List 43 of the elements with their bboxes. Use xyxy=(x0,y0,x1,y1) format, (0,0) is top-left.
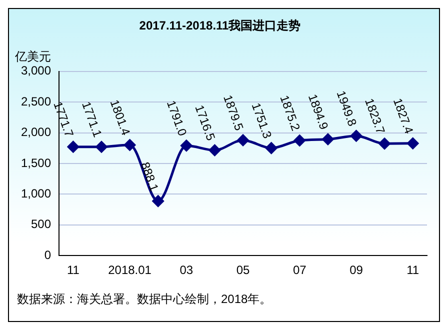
text: 1751.3 xyxy=(248,100,275,140)
text: 1875.2 xyxy=(277,93,303,133)
point xyxy=(208,144,220,156)
point xyxy=(378,138,390,150)
x-tick-label: 03 xyxy=(180,263,194,278)
chart-title: 2017.11-2018.11我国进口走势 xyxy=(139,18,301,33)
text: 1879.5 xyxy=(220,93,246,132)
x-tick-label: 11 xyxy=(66,263,80,278)
y-tick-label: 500 xyxy=(31,217,52,232)
point xyxy=(322,134,334,146)
y-axis-title: 亿美元 xyxy=(14,50,51,64)
point xyxy=(294,134,306,146)
text: 1894.9 xyxy=(305,92,332,132)
point xyxy=(180,140,192,152)
text: 1949.8 xyxy=(334,88,360,128)
y-tick-label: 3,000 xyxy=(21,64,52,78)
y-tick-label: 1,000 xyxy=(21,186,52,201)
y-tick-label: 2,000 xyxy=(21,125,52,140)
point xyxy=(67,141,79,153)
x-tick-label: 2018.01 xyxy=(108,263,152,278)
point xyxy=(237,134,249,146)
point xyxy=(350,130,362,142)
y-tick-label: 1,500 xyxy=(21,156,52,170)
x-tick-label: 11 xyxy=(406,263,420,278)
point xyxy=(124,139,136,151)
point xyxy=(407,138,419,150)
point xyxy=(152,195,164,207)
source-note: 数据来源：海关总署。数据中心绘制，2018年。 xyxy=(16,291,273,308)
x-tick-label: 09 xyxy=(350,263,364,278)
text: 1771.7 xyxy=(50,100,76,139)
y-tick-label: 2,500 xyxy=(21,94,52,108)
text: 1823.7 xyxy=(362,96,388,136)
x-tick-label: 07 xyxy=(292,263,307,278)
point xyxy=(266,142,278,154)
text: 1827.4 xyxy=(390,96,416,136)
x-tick-label: 05 xyxy=(236,263,250,278)
text: 888.1 xyxy=(138,160,162,194)
text: 1716.5 xyxy=(192,103,218,142)
text: 1791.0 xyxy=(164,98,190,138)
text: 1771.1 xyxy=(79,100,105,140)
text: 1801.4 xyxy=(107,98,134,138)
y-tick-label: 0 xyxy=(44,248,52,262)
point xyxy=(96,141,108,153)
